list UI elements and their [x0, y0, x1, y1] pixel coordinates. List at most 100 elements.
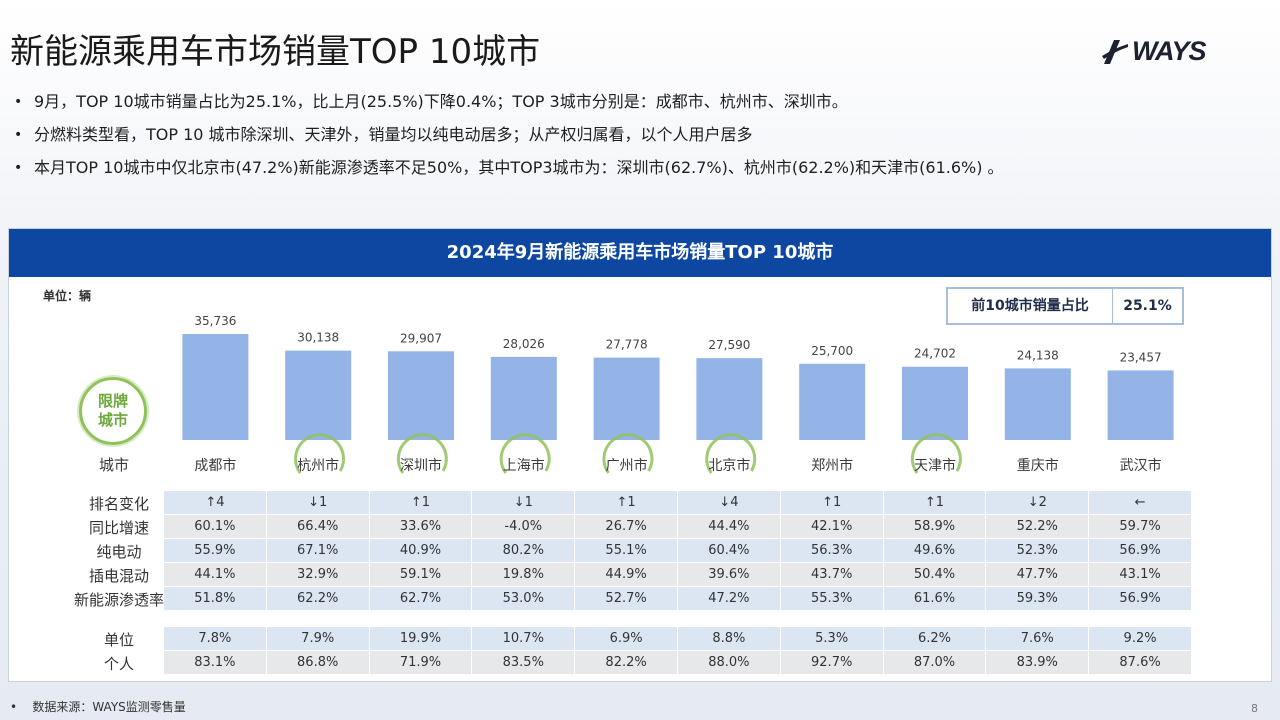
bar — [1107, 370, 1174, 440]
table-cell: 59.3% — [986, 587, 1090, 610]
category-tick-label: 广州市 — [606, 457, 648, 474]
table-cell: 56.3% — [781, 539, 884, 562]
row-label: 新能源渗透率 — [73, 591, 164, 609]
table-cell: 44.9% — [575, 563, 678, 586]
category-tick-label: 上海市 — [503, 457, 545, 474]
category-axis-label: 城市 — [99, 456, 129, 474]
table-cell: 60.4% — [678, 539, 781, 562]
bar-value-label: 30,138 — [297, 331, 339, 345]
category-tick-label: 重庆市 — [1017, 457, 1059, 474]
table-row: 44.1% 32.9% 59.1% 19.8% 44.9% 39.6% 43.7% 50.4%… — [164, 563, 1192, 586]
bullet-text: 分燃料类型看，TOP 10 城市除深圳、天津外，销量均以纯电动居多；从产权归属看… — [34, 125, 753, 144]
table-row: 60.1% 66.4% 33.6% -4.0% 26.7% 44.4% 42.1% 58.9%… — [164, 515, 1192, 538]
table-row: 7.8% 7.9% 19.9% 10.7% 6.9% 8.8% 5.3% 6.2% 7.6% 9.… — [164, 627, 1192, 650]
bar — [490, 356, 557, 440]
table-cell: 66.4% — [267, 515, 370, 538]
restricted-city-ring — [499, 433, 551, 474]
table-cell: 43.7% — [781, 563, 884, 586]
bullet-text: 9月，TOP 10城市销量占比为25.1%，比上月(25.5%)下降0.4%；T… — [34, 92, 848, 111]
table-cell: 55.3% — [781, 587, 884, 610]
page-title: 新能源乘用车市场销量TOP 10城市 — [10, 32, 541, 72]
table-cell: 47.2% — [678, 587, 781, 610]
row-label: 个人 — [103, 655, 134, 673]
table-cell: ↑1 — [884, 491, 987, 514]
bar-value-label: 35,736 — [194, 314, 236, 328]
table-cell: ← — [1089, 491, 1192, 514]
table-cell: 52.2% — [986, 515, 1090, 538]
bar-value-label: 29,907 — [400, 331, 442, 345]
ratio-value: 25.1% — [1123, 298, 1172, 314]
bar — [799, 363, 866, 440]
category-tick-label: 武汉市 — [1120, 457, 1162, 474]
category-tick-label: 北京市 — [708, 457, 750, 474]
table-cell: 51.8% — [164, 587, 267, 610]
table-cell: 53.0% — [472, 587, 576, 610]
table-cell: 6.2% — [884, 627, 987, 650]
table-cell: 44.4% — [678, 515, 781, 538]
table-cell: 43.1% — [1089, 563, 1192, 586]
table-cell: 80.2% — [472, 539, 576, 562]
table-cell: 47.7% — [986, 563, 1090, 586]
ways-logo-text: WAYS — [1132, 35, 1207, 66]
table-cell: 7.9% — [267, 627, 370, 650]
ratio-label: 前10城市销量占比 — [948, 289, 1113, 323]
data-source-text: 数据来源：WAYS监测零售量 — [32, 700, 186, 714]
table-cell: 52.7% — [575, 587, 678, 610]
table-cell: 56.9% — [1089, 539, 1192, 562]
table-row: 55.9% 67.1% 40.9% 80.2% 55.1% 60.4% 56.3% 49.6%… — [164, 539, 1192, 562]
category-tick-label: 天津市 — [914, 457, 956, 474]
row-label: 纯电动 — [96, 543, 142, 561]
bullet-item: • 本月TOP 10城市中仅北京市(47.2%)新能源渗透率不足50%，其中TOP… — [14, 156, 1264, 189]
bullet-item: • 分燃料类型看，TOP 10 城市除深圳、天津外，销量均以纯电动居多；从产权归属… — [14, 123, 1264, 156]
restricted-city-badge: 限牌 城市 — [79, 377, 147, 445]
table-cell: 92.7% — [781, 651, 884, 674]
table-cell: 5.3% — [781, 627, 884, 650]
table-cell: 82.2% — [575, 651, 678, 674]
table-cell: 62.2% — [267, 587, 370, 610]
bar-chart: 城市 35,736 成都市 30,138 杭州市 29,907 深圳市 28,026 上海市 27… — [99, 314, 1174, 474]
table-cell: ↑1 — [575, 491, 678, 514]
bar-value-label: 24,138 — [1017, 348, 1059, 362]
bullet-item: • 9月，TOP 10城市销量占比为25.1%，比上月(25.5%)下降0.4%；… — [14, 90, 1264, 123]
table-cell: ↓2 — [986, 491, 1090, 514]
bar-value-label: 27,590 — [708, 338, 750, 352]
bar-value-label: 25,700 — [811, 344, 853, 358]
table-cell: 62.7% — [370, 587, 473, 610]
table-cell: 56.9% — [1089, 587, 1192, 610]
table-row: 83.1% 86.8% 71.9% 83.5% 82.2% 88.0% 92.7% 87.0%… — [164, 651, 1192, 674]
table-cell: ↑1 — [781, 491, 884, 514]
table-cell: ↑1 — [370, 491, 473, 514]
table-cell: 19.8% — [472, 563, 576, 586]
unit-label: 单位：辆 — [43, 289, 92, 303]
restricted-city-ring — [705, 433, 757, 474]
table-row: 51.8% 62.2% 62.7% 53.0% 52.7% 47.2% 55.3% 61.6%… — [164, 587, 1192, 610]
bar-value-label: 24,702 — [914, 347, 956, 361]
table-cell: 7.8% — [164, 627, 267, 650]
category-tick-label: 深圳市 — [400, 457, 442, 474]
restricted-city-ring — [602, 433, 654, 474]
table-cell: 6.9% — [575, 627, 678, 650]
table-cell: 58.9% — [884, 515, 987, 538]
restricted-city-ring — [910, 433, 962, 474]
row-label: 单位 — [103, 631, 134, 649]
table-cell: 8.8% — [678, 627, 781, 650]
chart-panel: 2024年9月新能源乘用车市场销量TOP 10城市 单位：辆 前10城市销量占比… — [8, 228, 1272, 682]
table-cell: 60.1% — [164, 515, 267, 538]
table-cell: 7.6% — [986, 627, 1090, 650]
bar — [182, 334, 249, 440]
restrict-label-line1: 限牌 — [97, 392, 128, 410]
table-cell: 40.9% — [370, 539, 473, 562]
table-cell: 87.0% — [884, 651, 987, 674]
category-tick-label: 郑州市 — [811, 457, 853, 474]
bar — [285, 350, 352, 440]
table-cell: 59.1% — [370, 563, 473, 586]
table-cell: 44.1% — [164, 563, 267, 586]
table-cell: ↓1 — [472, 491, 576, 514]
panel-header: 2024年9月新能源乘用车市场销量TOP 10城市 — [9, 229, 1271, 277]
table-cell: ↑4 — [164, 491, 267, 514]
ways-logo: WAYS — [1100, 34, 1207, 68]
table-cell: 49.6% — [884, 539, 987, 562]
table-cell: 42.1% — [781, 515, 884, 538]
table-cell: 86.8% — [267, 651, 370, 674]
table-cell: 10.7% — [472, 627, 576, 650]
